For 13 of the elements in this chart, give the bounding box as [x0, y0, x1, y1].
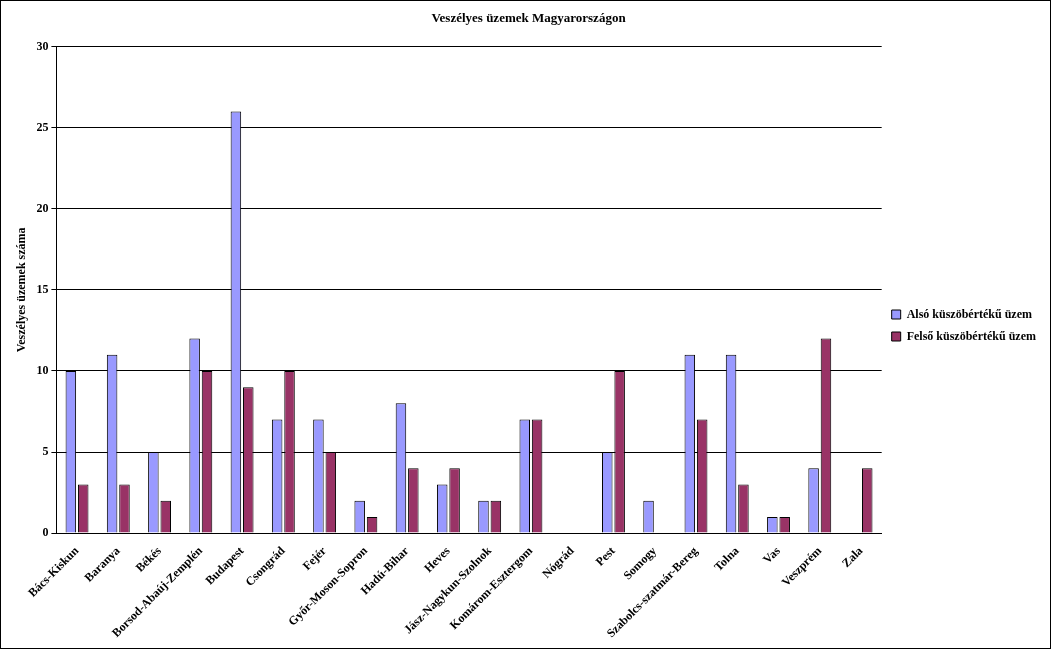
x-tick-label: Vas [760, 543, 784, 567]
y-axis-title: Veszélyes üzemek száma [14, 227, 29, 353]
y-tick-label: 10 [36, 363, 49, 378]
y-tick-label: 15 [36, 281, 49, 296]
y-tick-label: 5 [42, 444, 49, 459]
y-tick-label: 30 [36, 38, 49, 53]
legend-label: Alsó küszöbértékű üzem [906, 306, 1033, 321]
y-tick-label: 25 [36, 119, 49, 134]
chart-title: Veszélyes üzemek Magyarországon [431, 10, 627, 26]
y-tick-label: 20 [36, 200, 49, 215]
legend-label: Felső küszöbértékű üzem [906, 328, 1037, 343]
y-tick-label: 0 [42, 525, 49, 540]
x-tick-label: Zala [838, 543, 866, 571]
